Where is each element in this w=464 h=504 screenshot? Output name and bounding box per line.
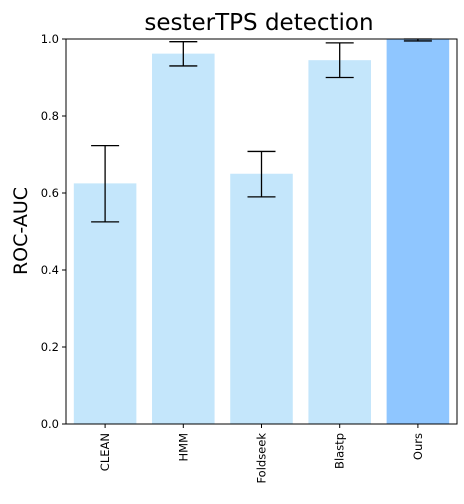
bar-blastp [308,60,371,425]
x-tick-label-clean: CLEAN [98,433,112,471]
x-tick-label-ours: Ours [411,433,425,460]
plot-frame [65,38,458,425]
x-axis: CLEAN HMM Foldseek Blastp Ours [98,424,425,484]
y-tick-label: 0.0 [41,417,59,431]
error-bar-foldseek [247,150,276,198]
y-axis-label: ROC-AUC [10,187,32,275]
chart-title: sesterTPS detection [144,10,373,36]
bar-clean [73,183,137,424]
y-tick-label: 1.0 [41,32,59,46]
y-tick-label: 0.4 [41,263,59,277]
x-tick-label-blastp: Blastp [333,433,347,469]
y-tick-label: 0.8 [41,109,59,123]
error-bars-group [91,38,432,223]
x-tick-label-hmm: HMM [176,433,190,462]
bar-hmm [152,53,215,424]
error-bar-clean [91,144,120,223]
y-axis: 0.0 0.2 0.4 0.6 0.8 1.0 [41,32,66,431]
y-tick-label: 0.2 [41,340,59,354]
error-bar-hmm [169,41,198,67]
bar-ours [386,39,450,424]
x-tick-label-foldseek: Foldseek [255,433,269,484]
bar-foldseek [230,173,293,424]
bars-group [73,39,450,425]
error-bar-blastp [325,42,354,79]
y-tick-label: 0.6 [41,186,59,200]
